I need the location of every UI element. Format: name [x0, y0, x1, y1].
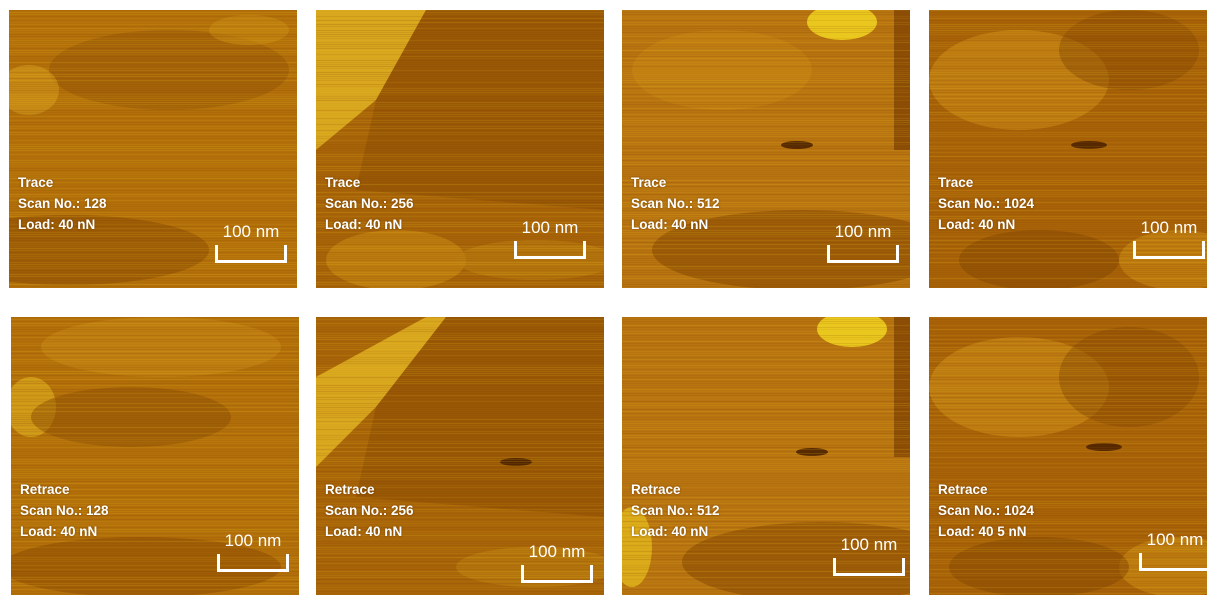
scan-number-label: Scan No.: 1024 [938, 196, 1035, 211]
scale-bar: 100 nm [514, 218, 586, 259]
scale-bar: 100 nm [827, 222, 899, 263]
scale-bar-bracket [215, 245, 287, 263]
scale-bar: 100 nm [521, 542, 593, 583]
load-label: Load: 40 nN [325, 524, 403, 539]
scale-bar: 100 nm [215, 222, 287, 263]
scan-number-label: Scan No.: 512 [631, 503, 720, 518]
load-label: Load: 40 nN [18, 217, 96, 232]
scale-bar-label: 100 nm [840, 535, 898, 554]
scale-bar-label: 100 nm [528, 542, 586, 561]
mode-label: Retrace [938, 482, 988, 497]
afm-topography-image [9, 10, 297, 288]
afm-image-retrace-128: Retrace Scan No.: 128 Load: 40 nN 100 nm [11, 317, 299, 595]
load-label: Load: 40 nN [631, 524, 709, 539]
scan-number-label: Scan No.: 512 [631, 196, 720, 211]
scale-bar-label: 100 nm [834, 222, 892, 241]
scale-bar-bracket [217, 554, 289, 572]
mode-label: Trace [18, 175, 54, 190]
scale-bar-label: 100 nm [224, 531, 282, 550]
load-label: Load: 40 5 nN [938, 524, 1027, 539]
scale-bar-label: 100 nm [1140, 218, 1198, 237]
scan-number-label: Scan No.: 256 [325, 503, 414, 518]
afm-topography-image [622, 10, 910, 288]
mode-label: Trace [325, 175, 361, 190]
afm-image-trace-256: Trace Scan No.: 256 Load: 40 nN 100 nm [316, 10, 604, 288]
mode-label: Trace [631, 175, 667, 190]
afm-image-trace-128: Trace Scan No.: 128 Load: 40 nN 100 nm [9, 10, 297, 288]
load-label: Load: 40 nN [20, 524, 98, 539]
scale-bar-bracket [514, 241, 586, 259]
mode-label: Retrace [20, 482, 70, 497]
scale-bar: 100 nm [217, 531, 289, 572]
scale-bar-bracket [1133, 241, 1205, 259]
scale-bar: 100 nm [1133, 218, 1205, 259]
load-label: Load: 40 nN [938, 217, 1016, 232]
afm-topography-image [316, 317, 604, 595]
scan-number-label: Scan No.: 256 [325, 196, 414, 211]
scale-bar-bracket [833, 558, 905, 576]
afm-topography-image [929, 317, 1207, 595]
scan-number-label: Scan No.: 128 [20, 503, 109, 518]
scale-bar-label: 100 nm [222, 222, 280, 241]
mode-label: Retrace [325, 482, 375, 497]
mode-label: Trace [938, 175, 974, 190]
scale-bar-bracket [827, 245, 899, 263]
afm-image-trace-512: Trace Scan No.: 512 Load: 40 nN 100 nm [622, 10, 910, 288]
load-label: Load: 40 nN [325, 217, 403, 232]
scale-bar-bracket [1139, 553, 1207, 571]
afm-image-trace-1024: Trace Scan No.: 1024 Load: 40 nN 100 nm [929, 10, 1207, 288]
scale-bar-label: 100 nm [521, 218, 579, 237]
scale-bar-label: 100 nm [1146, 530, 1204, 549]
scale-bar: 100 nm [1139, 530, 1207, 571]
afm-topography-image [11, 317, 299, 595]
mode-label: Retrace [631, 482, 681, 497]
scan-number-label: Scan No.: 1024 [938, 503, 1035, 518]
scale-bar-bracket [521, 565, 593, 583]
afm-topography-image [929, 10, 1207, 288]
scan-number-label: Scan No.: 128 [18, 196, 107, 211]
load-label: Load: 40 nN [631, 217, 709, 232]
afm-image-retrace-512: Retrace Scan No.: 512 Load: 40 nN 100 nm [622, 317, 910, 595]
afm-topography-image [622, 317, 910, 595]
afm-image-retrace-256: Retrace Scan No.: 256 Load: 40 nN 100 nm [316, 317, 604, 595]
afm-image-retrace-1024: Retrace Scan No.: 1024 Load: 40 5 nN 100… [929, 317, 1207, 595]
scale-bar: 100 nm [833, 535, 905, 576]
afm-topography-image [316, 10, 604, 288]
